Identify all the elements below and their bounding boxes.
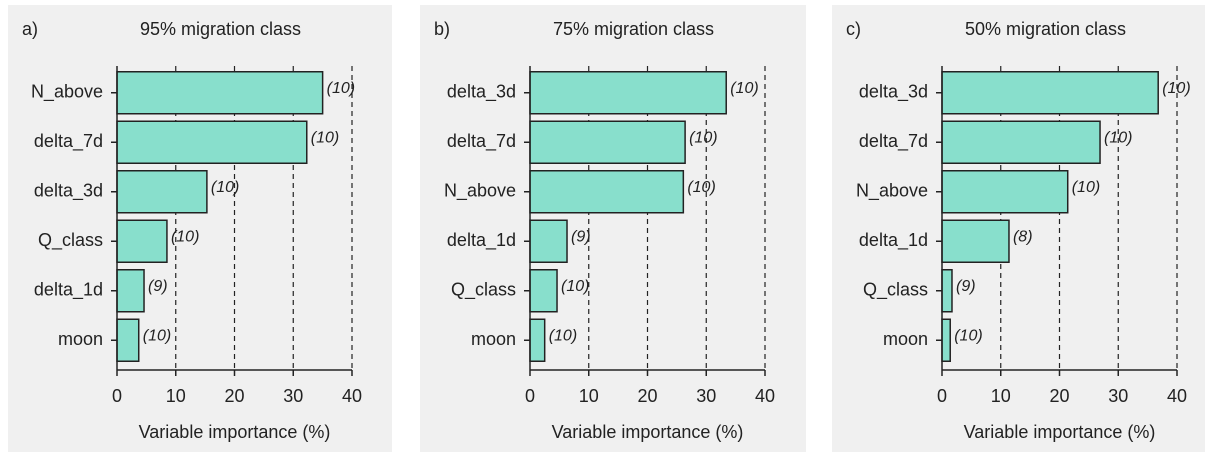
bar-annotation: (10) — [1162, 80, 1190, 97]
bar — [529, 318, 546, 362]
x-tick-label: 30 — [283, 386, 303, 406]
x-tick-label: 40 — [1167, 386, 1187, 406]
y-tick-label: delta_7d — [859, 131, 928, 152]
x-tick-label: 30 — [696, 386, 716, 406]
y-tick-label: delta_7d — [34, 131, 103, 152]
bar-annotation: (10) — [730, 80, 758, 97]
bar-annotation: (10) — [1072, 179, 1100, 196]
bar-annotation: (8) — [1013, 228, 1033, 245]
x-tick-label: 0 — [525, 386, 535, 406]
bar-annotation: (10) — [954, 327, 982, 344]
x-tick-label: 30 — [1108, 386, 1128, 406]
y-tick-label: moon — [58, 329, 103, 349]
bar-annotation: (10) — [171, 228, 199, 245]
bar-annotation: (10) — [311, 129, 339, 146]
x-tick-label: 40 — [755, 386, 775, 406]
bar-annotation: (10) — [1104, 129, 1132, 146]
bar — [941, 170, 1069, 214]
bar — [529, 269, 558, 313]
bar — [529, 71, 727, 115]
x-axis-label: Variable importance (%) — [552, 422, 744, 442]
y-tick-label: N_above — [444, 181, 516, 202]
x-tick-label: 10 — [991, 386, 1011, 406]
x-tick-label: 0 — [937, 386, 947, 406]
bar — [529, 120, 686, 164]
bar — [116, 318, 140, 362]
bar — [529, 219, 568, 263]
x-tick-label: 20 — [224, 386, 244, 406]
y-tick-label: delta_3d — [34, 181, 103, 202]
x-tick-label: 20 — [637, 386, 657, 406]
y-tick-label: delta_7d — [447, 131, 516, 152]
y-tick-label: moon — [471, 329, 516, 349]
y-tick-label: Q_class — [451, 280, 516, 301]
x-tick-label: 0 — [112, 386, 122, 406]
y-tick-label: delta_1d — [34, 280, 103, 301]
x-tick-label: 40 — [342, 386, 362, 406]
bar — [116, 170, 208, 214]
chart-title: 75% migration class — [553, 19, 714, 39]
bar — [116, 269, 145, 313]
panel-label: c) — [846, 19, 861, 39]
x-axis-label: Variable importance (%) — [964, 422, 1156, 442]
y-tick-label: delta_3d — [859, 82, 928, 103]
bar — [529, 170, 685, 214]
x-tick-label: 10 — [166, 386, 186, 406]
chart-title: 95% migration class — [140, 19, 301, 39]
bar — [116, 71, 324, 115]
bar-annotation: (10) — [561, 278, 589, 295]
bar — [941, 120, 1101, 164]
bar-annotation: (10) — [327, 80, 355, 97]
y-tick-label: delta_1d — [447, 230, 516, 251]
bar-annotation: (10) — [689, 129, 717, 146]
bar — [941, 219, 1010, 263]
bar-annotation: (10) — [143, 327, 171, 344]
bar-annotation: (10) — [687, 179, 715, 196]
bar-annotation: (9) — [148, 278, 168, 295]
panel-label: a) — [22, 19, 38, 39]
bar — [941, 318, 951, 362]
bar — [941, 269, 953, 313]
y-tick-label: delta_3d — [447, 82, 516, 103]
y-tick-label: moon — [883, 329, 928, 349]
bar — [116, 219, 168, 263]
x-tick-label: 20 — [1049, 386, 1069, 406]
bar — [116, 120, 308, 164]
bar-annotation: (9) — [956, 278, 976, 295]
y-tick-label: N_above — [856, 181, 928, 202]
y-tick-label: delta_1d — [859, 230, 928, 251]
bar-annotation: (10) — [211, 179, 239, 196]
y-tick-label: N_above — [31, 82, 103, 103]
y-tick-label: Q_class — [863, 280, 928, 301]
chart-title: 50% migration class — [965, 19, 1126, 39]
x-tick-label: 10 — [579, 386, 599, 406]
bar-annotation: (9) — [571, 228, 591, 245]
x-axis-label: Variable importance (%) — [139, 422, 331, 442]
bar — [941, 71, 1159, 115]
panel-label: b) — [434, 19, 450, 39]
bar-annotation: (10) — [549, 327, 577, 344]
y-tick-label: Q_class — [38, 230, 103, 251]
